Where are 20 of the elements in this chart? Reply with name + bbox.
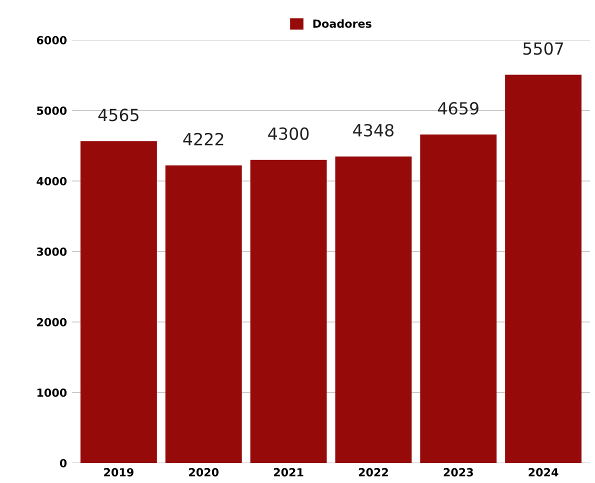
- x-tick-label: 2019: [104, 468, 134, 476]
- x-tick-label: 2021: [274, 468, 304, 476]
- y-tick-label: 2000: [37, 318, 67, 326]
- data-label: 4565: [98, 108, 138, 122]
- y-tick-label: 0: [60, 458, 67, 468]
- y-tick-label: 4000: [36, 176, 67, 186]
- y-tick-label: 6000: [36, 36, 67, 44]
- data-label: 4659: [438, 102, 478, 115]
- x-tick-label: 2024: [528, 468, 558, 476]
- y-tick-label: 3000: [36, 247, 67, 256]
- y-tick-label: 5000: [37, 106, 67, 115]
- x-tick-label: 2020: [189, 468, 219, 476]
- data-label: 4300: [268, 127, 309, 140]
- data-label: 4348: [353, 124, 394, 137]
- legend-label: Doadores: [313, 19, 372, 28]
- y-tick-label: 1000: [37, 388, 67, 397]
- x-tick-label: 2023: [444, 468, 473, 476]
- data-label: 5507: [523, 42, 564, 55]
- x-tick-label: 2022: [358, 468, 388, 476]
- data-label: 4222: [183, 132, 224, 146]
